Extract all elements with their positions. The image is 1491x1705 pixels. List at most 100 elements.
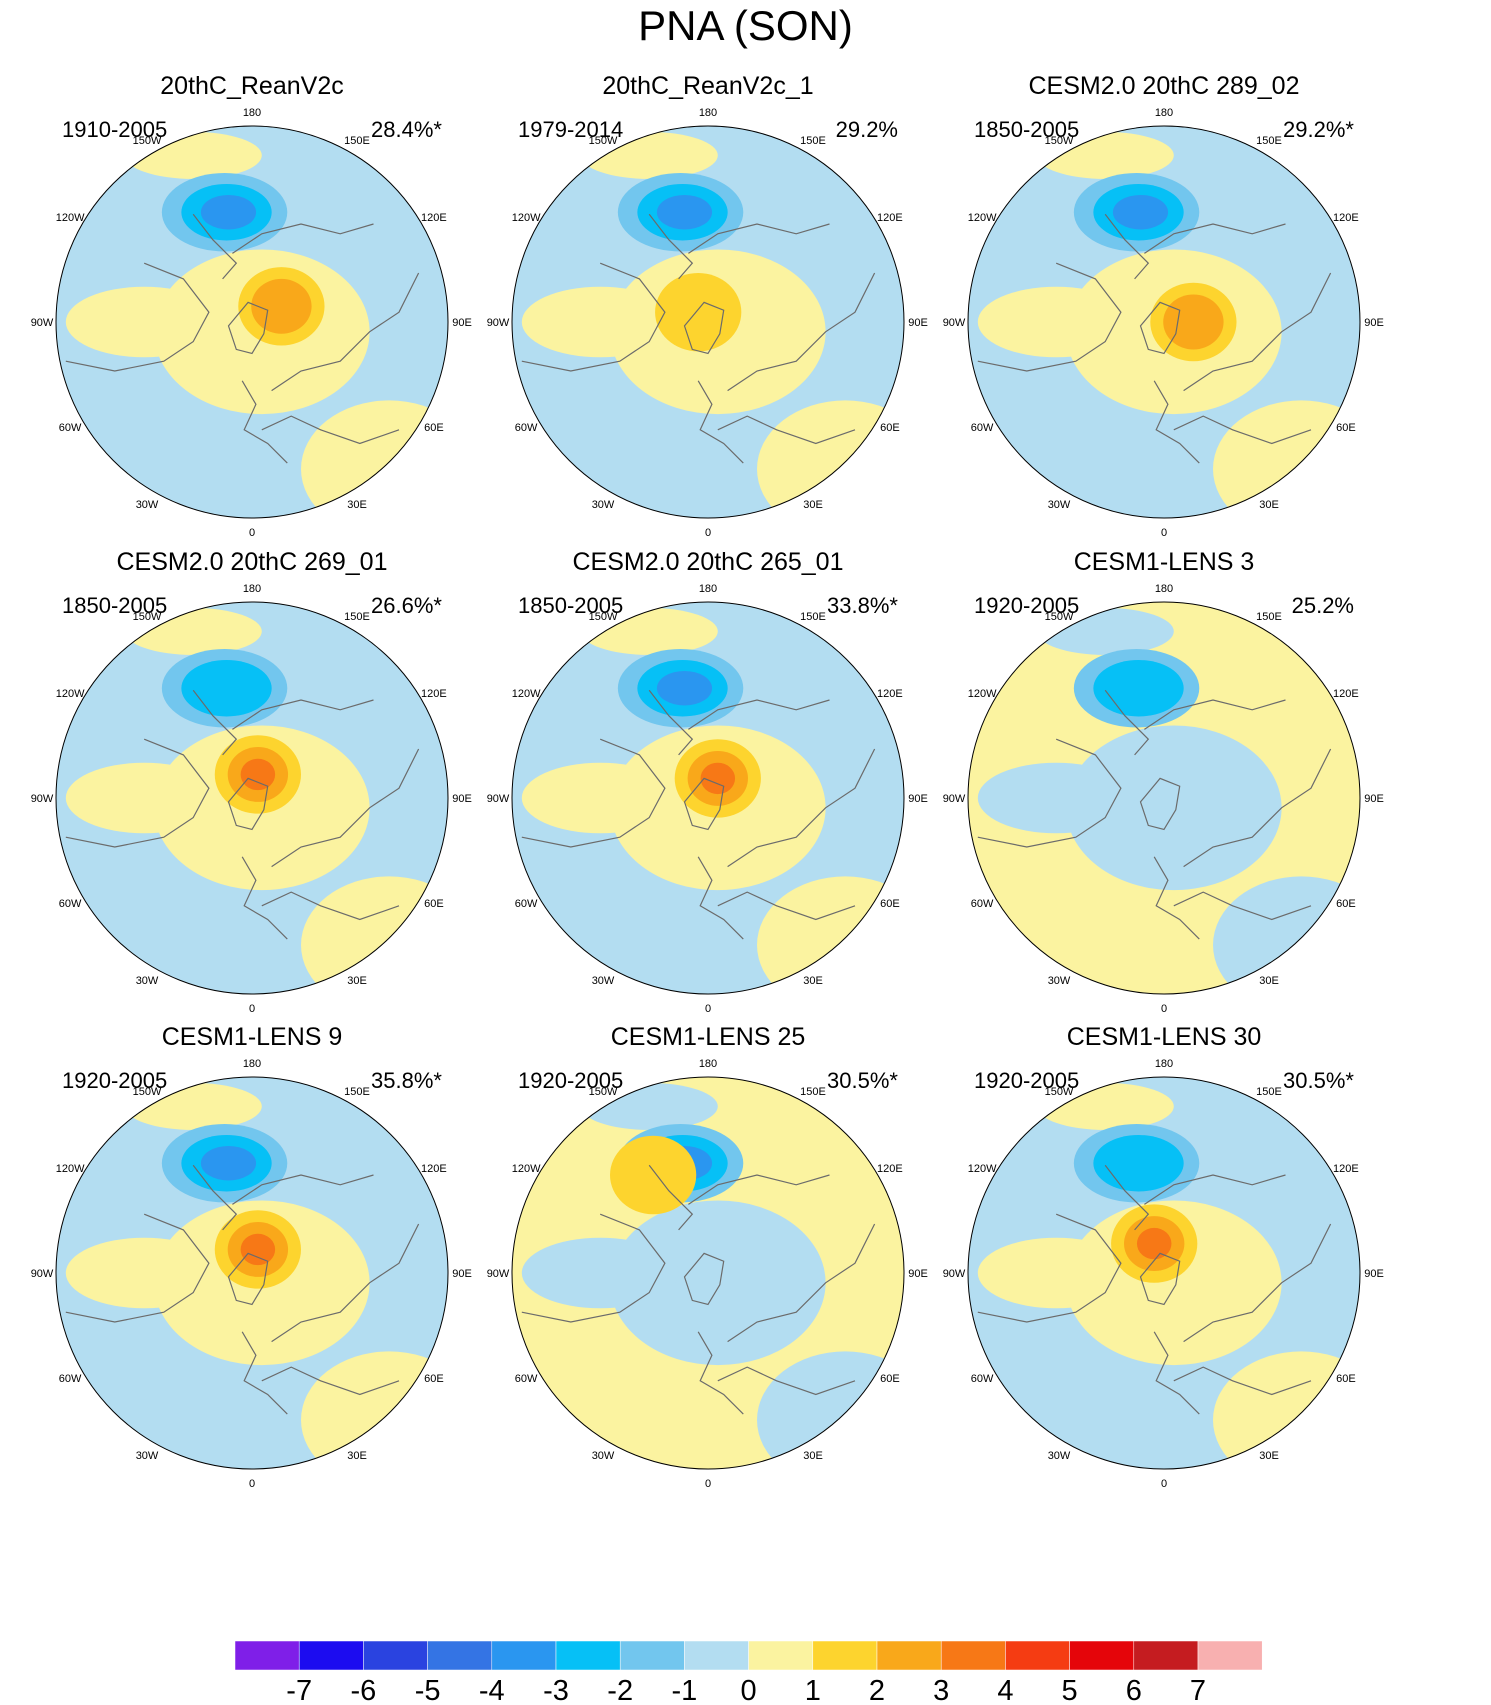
longitude-label: 90W [31,793,54,805]
coastline [1173,1366,1312,1396]
panel-title: 20thC_ReanV2c_1 [602,72,814,100]
longitude-label: 120W [56,1163,85,1175]
longitude-label: 180 [699,1058,717,1070]
colorbar-swatch [1133,1640,1199,1671]
map-border [511,1076,905,1470]
coastline [1104,213,1150,280]
coastline [1139,1252,1181,1306]
coastline [683,1252,725,1306]
longitude-label: 60W [515,1373,538,1385]
negative-anomaly-contour [200,1145,257,1181]
panel-period: 1850-2005 [518,593,624,618]
longitude-label: 30W [136,975,159,987]
coastline [727,748,876,868]
longitude-label: 30W [592,499,615,511]
positive-anomaly-contour [655,273,742,352]
longitude-label: 180 [1155,1058,1173,1070]
field-region [757,400,904,518]
panel-title: CESM2.0 20thC 269_01 [116,548,388,576]
field-region [521,286,679,358]
negative-anomaly-contour [1093,660,1184,717]
longitude-label: 0 [705,1478,711,1490]
coastline [65,738,210,848]
field-region [610,1200,826,1366]
coastline [271,272,420,392]
coastline [1173,415,1312,445]
coastline [727,1223,876,1343]
longitude-label: 30W [592,975,615,987]
colorbar-tick-label: 1 [805,1675,821,1705]
longitude-label: 120W [512,688,541,700]
coastline [192,1164,238,1231]
longitude-label: 0 [705,527,711,539]
panel-period: 1850-2005 [974,117,1080,142]
longitude-label: 60W [971,422,994,434]
coastline [271,748,420,868]
negative-anomaly-contour [656,194,713,230]
map-border [55,601,449,995]
longitude-label: 120W [968,1163,997,1175]
panel-title: CESM1-LENS 30 [1066,1023,1262,1051]
positive-anomaly-contour [610,1135,697,1215]
longitude-label: 150E [344,611,370,623]
figure-title: PNA (SON) [638,2,853,49]
positive-anomaly-contour [240,758,276,791]
panel-title: CESM1-LENS 25 [610,1023,806,1051]
panel-period: 1920-2005 [518,1068,624,1093]
colorbar-tick-label: -5 [415,1675,441,1705]
coastline [688,1174,830,1205]
panel-period: 1920-2005 [62,1068,168,1093]
field-region [1066,725,1282,891]
field-region [757,876,904,994]
longitude-label: 60E [880,1373,900,1385]
field-region [301,400,448,518]
map-border [511,601,905,995]
colorbar-tick-label: 0 [741,1675,757,1705]
colorbar-swatch [1069,1640,1135,1671]
polar-map: 180 150E 120E 90E 60E 30E 0 30W 60W 90W 120W 150W [31,583,472,1015]
field-region [65,286,223,358]
longitude-label: 60W [59,898,82,910]
polar-map: 180 150E 120E 90E 60E 30E 0 30W 60W 90W 120W 150W [487,1058,928,1490]
longitude-label: 180 [699,583,717,595]
negative-anomaly-contour [1112,194,1169,230]
colorbar-tick-label: 7 [1190,1675,1206,1705]
longitude-label: 150W [133,611,162,623]
longitude-label: 30E [803,1450,823,1462]
longitude-label: 180 [243,1058,261,1070]
panel-percent: 33.8%* [827,593,898,618]
longitude-label: 180 [1155,583,1173,595]
colorbar-tick-label: -6 [351,1675,377,1705]
longitude-label: 0 [705,1003,711,1015]
longitude-label: 150E [800,135,826,147]
coastline [683,301,725,355]
coastline [977,1213,1122,1323]
map-panel: 20thC_ReanV2c 1910-2005 28.4%* 180 150E 120E 9… [22,72,482,592]
field-region [301,1351,448,1469]
negative-anomaly-contour [656,670,713,706]
longitude-label: 60E [880,422,900,434]
coastline [697,1331,744,1415]
coastline [717,891,856,921]
colorbar-swatch [748,1640,814,1671]
map-border [967,601,1361,995]
longitude-label: 60E [424,1373,444,1385]
longitude-label: 120W [968,212,997,224]
longitude-label: 120E [421,688,447,700]
positive-anomaly-contour [240,1233,276,1266]
panel-period: 1850-2005 [62,593,168,618]
polar-map: 180 150E 120E 90E 60E 30E 0 30W 60W 90W 120W 150W [31,1058,472,1490]
longitude-label: 30W [136,499,159,511]
panel-percent: 25.2% [1291,593,1354,618]
coastline [261,1366,400,1396]
coastline [717,415,856,445]
colorbar-tick-label: 6 [1126,1675,1142,1705]
coastline [688,699,830,730]
colorbar-swatch [491,1640,557,1671]
coastline [648,213,694,280]
colorbar-swatch [940,1640,1006,1671]
longitude-label: 150E [1256,1086,1282,1098]
longitude-label: 30W [592,1450,615,1462]
coastline [261,891,400,921]
colorbar-swatch [234,1640,300,1671]
